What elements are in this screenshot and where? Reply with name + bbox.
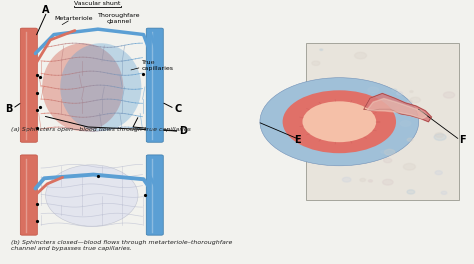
Bar	[306, 43, 459, 200]
FancyBboxPatch shape	[20, 28, 37, 142]
Text: Thoroughfare
channel: Thoroughfare channel	[98, 13, 140, 23]
Ellipse shape	[42, 43, 123, 131]
Text: D: D	[179, 126, 187, 136]
Circle shape	[400, 121, 411, 126]
Circle shape	[383, 158, 392, 163]
Circle shape	[435, 133, 444, 137]
Circle shape	[384, 149, 395, 155]
Circle shape	[360, 178, 365, 182]
Circle shape	[368, 87, 379, 93]
Text: A: A	[42, 5, 49, 15]
Text: B: B	[6, 104, 13, 114]
Text: F: F	[460, 135, 466, 145]
Text: C: C	[174, 104, 182, 114]
Text: Vascular shunt: Vascular shunt	[74, 1, 121, 6]
Circle shape	[347, 113, 354, 116]
Circle shape	[283, 90, 396, 153]
Circle shape	[403, 163, 415, 170]
FancyBboxPatch shape	[20, 155, 37, 235]
Text: Metarteriole: Metarteriole	[55, 16, 93, 21]
Ellipse shape	[60, 43, 141, 131]
Ellipse shape	[46, 165, 138, 226]
Circle shape	[441, 191, 447, 195]
FancyBboxPatch shape	[146, 28, 163, 142]
Text: (a) Sphincters open—blood flows through true capillaries: (a) Sphincters open—blood flows through …	[11, 127, 191, 132]
Circle shape	[397, 92, 402, 95]
Circle shape	[381, 150, 386, 153]
Circle shape	[383, 179, 393, 185]
Circle shape	[410, 91, 413, 92]
FancyBboxPatch shape	[146, 155, 163, 235]
Polygon shape	[367, 98, 427, 119]
Circle shape	[260, 78, 419, 166]
Circle shape	[348, 99, 356, 103]
Circle shape	[410, 97, 420, 103]
Circle shape	[326, 130, 336, 135]
Circle shape	[381, 98, 391, 104]
Circle shape	[444, 92, 455, 98]
Text: True
capillaries: True capillaries	[142, 60, 173, 71]
Circle shape	[312, 61, 320, 65]
Circle shape	[408, 100, 412, 103]
Circle shape	[396, 107, 400, 109]
Polygon shape	[364, 93, 431, 122]
Circle shape	[355, 52, 366, 59]
Text: E: E	[294, 135, 301, 145]
Circle shape	[368, 180, 373, 182]
Circle shape	[435, 171, 442, 175]
Circle shape	[320, 49, 323, 50]
Text: (b) Sphincters closed—blood flows through metarteriole–thoroughfare
channel and : (b) Sphincters closed—blood flows throug…	[11, 240, 232, 251]
Circle shape	[342, 177, 351, 182]
Circle shape	[392, 89, 397, 92]
Circle shape	[407, 190, 415, 194]
Circle shape	[434, 134, 446, 140]
Circle shape	[407, 138, 413, 141]
Circle shape	[302, 101, 376, 142]
